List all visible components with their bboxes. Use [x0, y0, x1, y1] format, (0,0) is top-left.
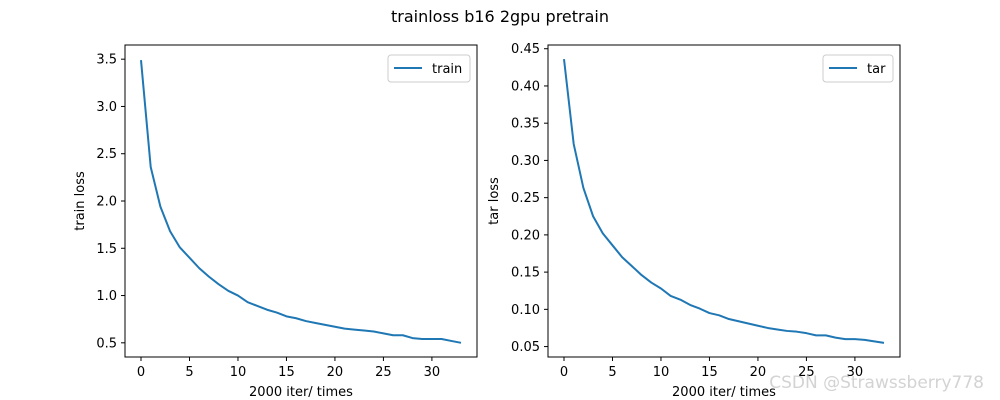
- x-axis-label: 2000 iter/ times: [672, 385, 776, 400]
- y-tick-label: 0.40: [511, 79, 540, 94]
- x-axis-label: 2000 iter/ times: [249, 385, 353, 400]
- axes-frame: [547, 44, 901, 358]
- y-tick-label: 1.0: [96, 289, 117, 304]
- y-tick-label: 0.30: [511, 154, 540, 169]
- axes-frame: [124, 44, 478, 358]
- x-tick-label: 20: [327, 365, 344, 380]
- x-tick-label: 25: [798, 365, 815, 380]
- x-tick-group: 0 5 10 15 20 25 30: [560, 357, 863, 380]
- series-line-train: [140, 60, 462, 344]
- series-group: [563, 59, 885, 344]
- x-tick-group: 0 5 10 15 20 25 30: [137, 357, 440, 380]
- y-tick-label: 0.10: [511, 303, 540, 318]
- legend-box: [387, 54, 471, 83]
- y-axis-label: train loss: [73, 171, 88, 231]
- y-tick-label: 3.5: [96, 53, 117, 68]
- x-tick-label: 5: [185, 365, 193, 380]
- y-tick-group: 0.5 1.0 1.5 2.0 2.5 3.0 3.5: [96, 53, 125, 351]
- plot-area: [125, 45, 477, 357]
- x-tick-label: 25: [375, 365, 392, 380]
- train-loss-subplot: 0 5 10 15 20 25 30 0.5 1.0 1.5 2.0 2.5 3.0 3.5 2000 …: [73, 44, 478, 400]
- figure-title: trainloss b16 2gpu pretrain: [391, 7, 609, 26]
- legend-label-train: train: [432, 62, 462, 77]
- y-tick-label: 0.25: [511, 191, 540, 206]
- x-tick-label: 15: [701, 365, 718, 380]
- x-tick-label: 0: [137, 365, 145, 380]
- y-tick-label: 0.05: [511, 340, 540, 355]
- y-axis-label: tar loss: [487, 177, 502, 225]
- y-tick-label: 0.15: [511, 266, 540, 281]
- x-tick-label: 20: [750, 365, 767, 380]
- x-tick-label: 10: [230, 365, 247, 380]
- x-tick-label: 5: [608, 365, 616, 380]
- x-tick-label: 0: [560, 365, 568, 380]
- legend: train: [387, 54, 471, 83]
- y-tick-label: 1.5: [96, 242, 117, 257]
- series-line-tar: [563, 59, 885, 344]
- y-tick-label: 2.5: [96, 147, 117, 162]
- y-tick-group: 0.05 0.10 0.15 0.20 0.25 0.30 0.35 0.40 0.45: [511, 42, 548, 355]
- tar-loss-subplot: 0 5 10 15 20 25 30 0.05 0.10 0.15 0.20 0.25 0.30 0.3…: [487, 42, 901, 400]
- y-tick-label: 2.0: [96, 195, 117, 210]
- watermark: CSDN @Strawssberry778: [769, 373, 984, 393]
- legend-box: [822, 54, 894, 83]
- plot-area: [548, 45, 900, 357]
- y-tick-label: 0.5: [96, 336, 117, 351]
- x-tick-label: 30: [847, 365, 864, 380]
- legend-label-tar: tar: [867, 62, 886, 77]
- y-tick-label: 0.20: [511, 228, 540, 243]
- y-tick-label: 3.0: [96, 100, 117, 115]
- x-tick-label: 30: [424, 365, 441, 380]
- series-group: [140, 60, 462, 344]
- x-tick-label: 15: [278, 365, 295, 380]
- legend: tar: [822, 54, 894, 83]
- y-tick-label: 0.45: [511, 42, 540, 57]
- y-tick-label: 0.35: [511, 117, 540, 132]
- x-tick-label: 10: [653, 365, 670, 380]
